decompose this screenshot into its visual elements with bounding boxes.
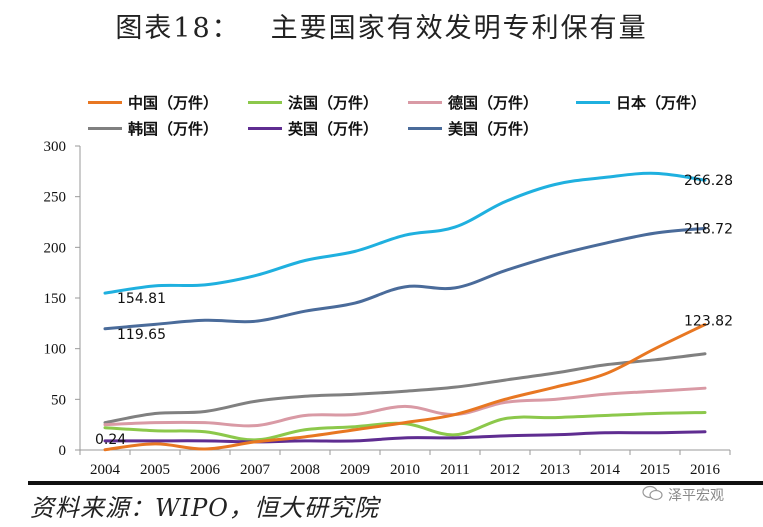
series-line-1 xyxy=(103,411,707,442)
legend-label: 法国（万件） xyxy=(288,94,379,112)
x-tick-label: 2014 xyxy=(590,462,621,478)
x-tick-label: 2016 xyxy=(690,462,721,478)
series-line-6 xyxy=(103,226,707,331)
series-line-5 xyxy=(103,430,707,444)
footer-divider xyxy=(28,481,763,485)
data-label: 218.72 xyxy=(684,221,733,237)
series-line-2 xyxy=(103,386,707,428)
legend-item: 日本（万件） xyxy=(576,92,706,113)
x-tick-label: 2009 xyxy=(340,462,370,478)
legend-item: 中国（万件） xyxy=(88,92,218,113)
axes: 0 50 100 150 200 250 300 2004 2005 2006 2007 2008 20… xyxy=(44,139,731,478)
legend-item: 德国（万件） xyxy=(408,92,538,113)
x-tick-label: 2005 xyxy=(140,462,170,478)
series-lines xyxy=(103,171,707,452)
figure-title: 主要国家有效发明专利保有量 xyxy=(270,13,648,44)
y-tick-label: 0 xyxy=(59,443,67,459)
x-tick-label: 2004 xyxy=(90,462,121,478)
legend-label: 英国（万件） xyxy=(288,120,379,138)
x-tick-label: 2008 xyxy=(290,462,320,478)
legend-swatch xyxy=(248,101,282,104)
line-chart: 0 50 100 150 200 250 300 2004 2005 2006 2007 2008 20… xyxy=(44,139,734,478)
x-tick-label: 2015 xyxy=(640,462,670,478)
data-label: 0.24 xyxy=(95,432,126,448)
y-tick-label: 50 xyxy=(51,392,66,408)
chart-title: 图表18： 主要国家有效发明专利保有量 xyxy=(0,6,763,45)
legend-swatch xyxy=(576,101,610,104)
y-tick-label: 200 xyxy=(44,240,67,256)
y-tick-label: 100 xyxy=(44,342,67,358)
y-tick-label: 150 xyxy=(44,291,67,307)
data-label: 123.82 xyxy=(684,314,733,330)
x-tick-label: 2010 xyxy=(390,462,420,478)
legend-label: 中国（万件） xyxy=(128,94,219,112)
legend-label: 德国（万件） xyxy=(448,94,539,112)
watermark-text: 泽平宏观 xyxy=(668,488,724,504)
data-labels: 154.81 119.65 0.24 266.28 218.72 123.82 xyxy=(95,173,733,448)
legend-item: 美国（万件） xyxy=(408,118,538,139)
legend-swatch xyxy=(408,101,442,104)
x-tick-label: 2013 xyxy=(540,462,570,478)
legend-item: 法国（万件） xyxy=(248,92,378,113)
legend-swatch xyxy=(408,127,442,130)
data-label: 119.65 xyxy=(117,327,166,343)
watermark: 泽平宏观 xyxy=(642,484,724,506)
legend-label: 日本（万件） xyxy=(616,94,707,112)
legend-swatch xyxy=(248,127,282,130)
wechat-icon xyxy=(642,484,664,506)
legend-swatch xyxy=(88,127,122,130)
legend-swatch xyxy=(88,101,122,104)
legend-label: 美国（万件） xyxy=(448,120,539,138)
series-line-0 xyxy=(103,323,707,452)
x-tick-label: 2007 xyxy=(240,462,271,478)
x-tick-label: 2012 xyxy=(490,462,520,478)
figure-number: 图表18： xyxy=(115,13,241,44)
legend-item: 英国（万件） xyxy=(248,118,378,139)
legend-item: 韩国（万件） xyxy=(88,118,218,139)
y-tick-label: 300 xyxy=(44,139,67,155)
x-tick-label: 2011 xyxy=(440,462,469,478)
y-tick-label: 250 xyxy=(44,190,67,206)
x-tick-label: 2006 xyxy=(190,462,221,478)
legend-label: 韩国（万件） xyxy=(128,120,219,138)
source-note: 资料来源：WIPO，恒大研究院 xyxy=(30,494,379,522)
series-line-3 xyxy=(103,171,707,295)
series-line-4 xyxy=(103,352,707,425)
data-label: 266.28 xyxy=(684,173,733,189)
data-label: 154.81 xyxy=(117,291,166,307)
